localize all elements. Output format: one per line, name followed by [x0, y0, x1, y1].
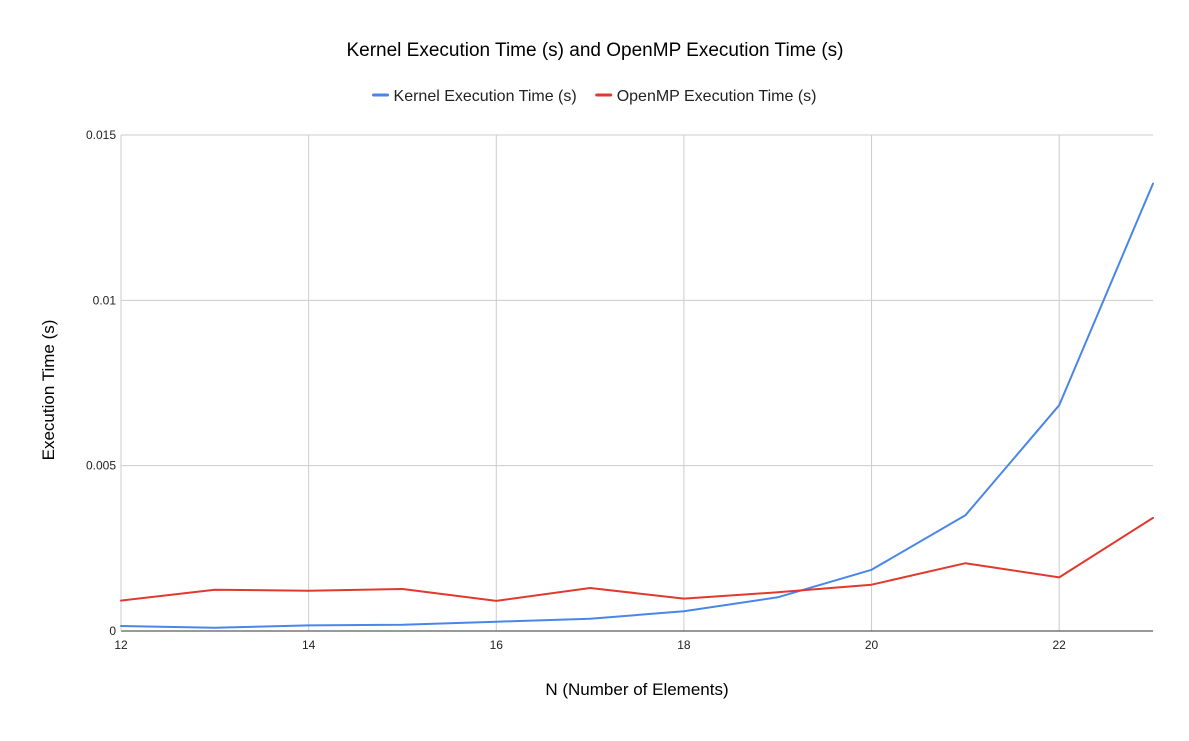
chart-title: Kernel Execution Time (s) and OpenMP Exe…	[346, 40, 843, 61]
x-tick-label: 12	[114, 638, 128, 652]
x-tick-label: 14	[302, 638, 316, 652]
x-tick-label: 22	[1053, 638, 1067, 652]
y-axis-label: Execution Time (s)	[39, 320, 58, 461]
y-tick-label: 0.005	[86, 459, 116, 473]
y-tick-label: 0	[109, 624, 116, 638]
series-lines	[120, 182, 1154, 629]
series-line-openmp	[120, 516, 1154, 602]
x-tick-label: 18	[677, 638, 691, 652]
x-axis-label: N (Number of Elements)	[545, 680, 728, 699]
y-tick-label: 0.015	[86, 128, 116, 142]
legend-label-kernel: Kernel Execution Time (s)	[394, 88, 577, 105]
x-tick-label: 16	[490, 638, 504, 652]
series-line-kernel	[120, 182, 1154, 629]
x-axis-tick-labels: 12 14 16 18 20 22	[114, 638, 1066, 652]
y-tick-label: 0.01	[93, 293, 117, 307]
x-tick-label: 20	[865, 638, 879, 652]
gridlines	[120, 134, 1153, 632]
legend: Kernel Execution Time (s) OpenMP Executio…	[372, 88, 817, 105]
y-axis-tick-labels: 0 0.005 0.01 0.015	[86, 128, 116, 638]
legend-label-openmp: OpenMP Execution Time (s)	[617, 88, 817, 105]
